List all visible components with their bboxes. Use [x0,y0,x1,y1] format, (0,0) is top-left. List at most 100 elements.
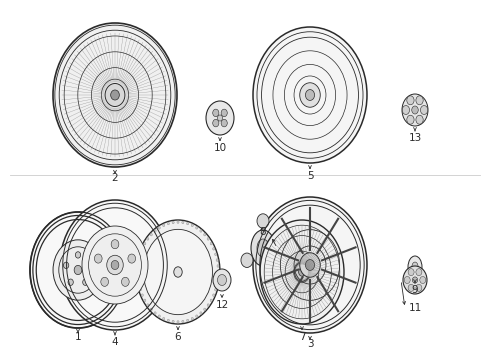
Ellipse shape [74,265,82,275]
Ellipse shape [200,230,202,232]
Ellipse shape [174,267,182,277]
Ellipse shape [300,83,320,107]
Ellipse shape [215,288,217,291]
Ellipse shape [408,284,414,291]
Text: 4: 4 [112,337,118,347]
Ellipse shape [172,320,174,323]
Ellipse shape [412,106,418,114]
Ellipse shape [420,105,428,114]
Ellipse shape [218,274,226,285]
Ellipse shape [139,288,141,291]
Ellipse shape [141,248,144,250]
Text: 9: 9 [412,285,418,295]
Ellipse shape [128,254,136,263]
Ellipse shape [101,277,108,286]
Ellipse shape [111,240,119,249]
Ellipse shape [167,222,170,225]
Ellipse shape [137,277,139,279]
Ellipse shape [138,283,140,285]
Ellipse shape [412,262,418,272]
Ellipse shape [105,84,125,107]
Ellipse shape [416,269,422,276]
Ellipse shape [298,268,305,276]
Ellipse shape [196,315,198,318]
Ellipse shape [64,262,69,269]
Ellipse shape [216,283,218,285]
Ellipse shape [402,94,428,126]
Ellipse shape [144,242,146,245]
Ellipse shape [260,205,360,325]
Ellipse shape [218,115,222,121]
Ellipse shape [217,265,219,267]
Ellipse shape [167,319,170,322]
Ellipse shape [253,197,367,333]
Ellipse shape [60,200,170,330]
Ellipse shape [217,277,219,279]
Ellipse shape [251,230,275,266]
Ellipse shape [204,233,206,236]
Ellipse shape [215,253,217,256]
Ellipse shape [300,253,320,277]
Ellipse shape [147,304,149,306]
Ellipse shape [182,221,184,224]
Ellipse shape [305,260,315,270]
Ellipse shape [187,222,189,225]
Ellipse shape [402,105,410,114]
Text: 7: 7 [299,332,305,342]
Ellipse shape [53,240,103,300]
Ellipse shape [182,320,184,323]
Ellipse shape [403,266,427,294]
Ellipse shape [144,229,213,315]
Ellipse shape [177,321,179,323]
Ellipse shape [95,254,102,263]
Ellipse shape [122,277,129,286]
Ellipse shape [257,239,269,257]
Ellipse shape [150,233,152,236]
Ellipse shape [144,299,146,302]
Ellipse shape [30,212,126,328]
Ellipse shape [154,312,156,314]
Ellipse shape [196,226,198,229]
Ellipse shape [260,220,344,324]
Ellipse shape [221,120,227,127]
Ellipse shape [207,238,209,240]
Ellipse shape [213,248,215,250]
Ellipse shape [407,115,414,124]
Ellipse shape [408,269,414,276]
Ellipse shape [83,279,88,285]
Ellipse shape [416,115,423,124]
Text: 8: 8 [260,227,266,237]
Ellipse shape [413,277,417,283]
Text: 3: 3 [307,339,313,349]
Ellipse shape [163,318,165,320]
Ellipse shape [139,253,141,256]
Ellipse shape [213,269,231,291]
Ellipse shape [221,109,227,117]
Text: 11: 11 [408,303,421,313]
Ellipse shape [210,242,212,245]
Ellipse shape [111,90,120,100]
Text: 12: 12 [216,300,229,310]
Ellipse shape [191,318,194,320]
Ellipse shape [137,271,139,273]
Ellipse shape [407,96,414,105]
Ellipse shape [158,226,160,229]
Ellipse shape [111,260,119,270]
Ellipse shape [408,256,422,278]
Ellipse shape [177,221,179,223]
Ellipse shape [416,96,423,105]
Ellipse shape [204,308,206,311]
Ellipse shape [207,304,209,306]
Ellipse shape [75,252,81,258]
Ellipse shape [420,276,426,284]
Ellipse shape [217,271,220,273]
Ellipse shape [187,319,189,322]
Ellipse shape [154,230,156,232]
Ellipse shape [404,276,410,284]
Ellipse shape [172,221,174,224]
Ellipse shape [253,27,367,163]
Ellipse shape [158,315,160,318]
Text: 10: 10 [214,143,226,153]
Ellipse shape [82,226,148,304]
Ellipse shape [163,224,165,227]
